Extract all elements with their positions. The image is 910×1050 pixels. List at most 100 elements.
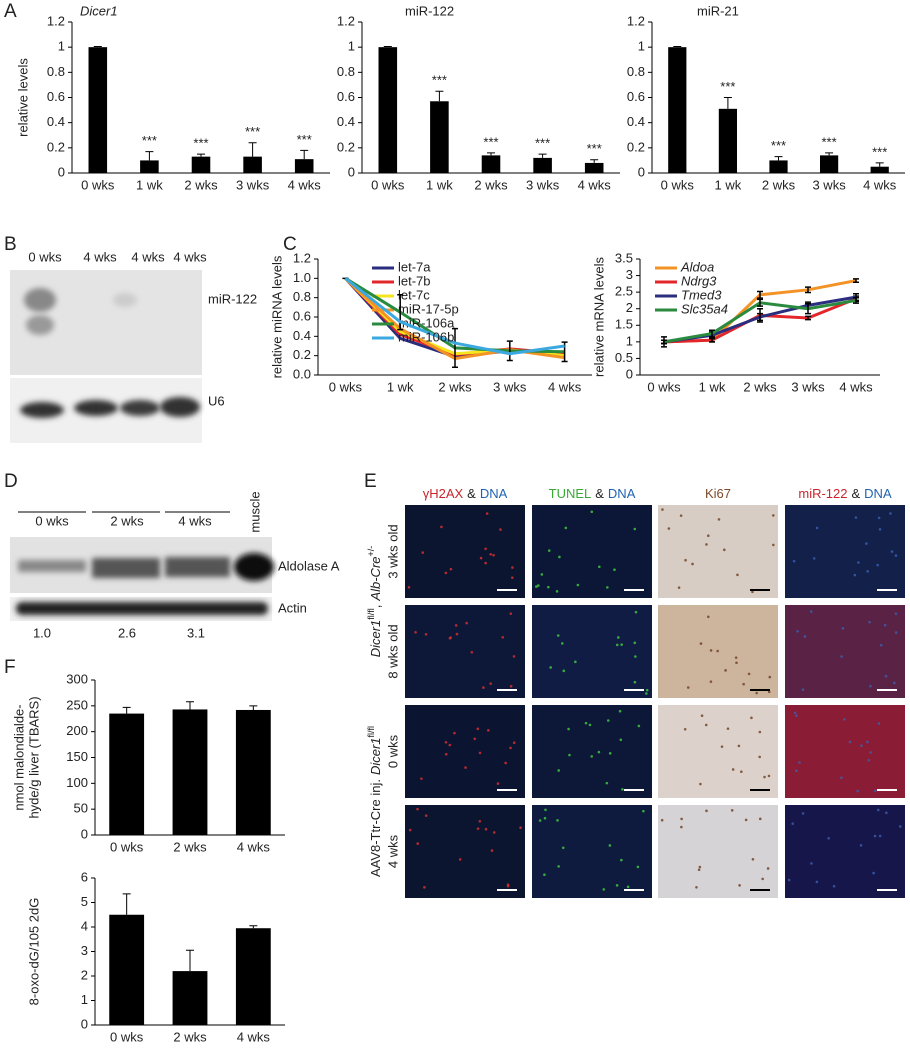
error-bar [300, 149, 309, 160]
cell-speck [859, 844, 863, 847]
column-header: miR-122 & DNA [798, 486, 892, 501]
cell-speck [854, 516, 858, 519]
cell-speck [535, 585, 538, 588]
cell-speck [758, 730, 762, 734]
label-part: , [368, 605, 383, 609]
x-tick-label: 2 wks [438, 379, 472, 394]
cell-speck [453, 731, 456, 735]
cell-speck [758, 817, 762, 821]
error-bar [435, 90, 444, 102]
x-tick-label: 3 wks [791, 379, 825, 394]
cell-speck [680, 825, 683, 829]
y-tick-label: 0.4 [627, 114, 645, 129]
chart-title: miR-122 [405, 3, 454, 18]
cell-speck [556, 634, 560, 637]
legend-label: Slc35a4 [681, 301, 728, 316]
cell-speck [735, 661, 738, 665]
cell-speck [661, 508, 664, 511]
cell-speck [511, 566, 514, 569]
cell-speck [705, 543, 708, 546]
cell-speck [454, 624, 458, 627]
cell-speck [699, 642, 703, 645]
error-bar [805, 286, 811, 294]
x-tick-label: 4 wks [578, 177, 612, 192]
error-bar [805, 302, 811, 315]
cell-speck [567, 727, 570, 731]
micrograph [658, 805, 778, 898]
blot-band [120, 400, 160, 416]
legend-label: let-7b [398, 273, 431, 288]
western-blot: 0 wks 2 wks 4 wks muscle Aldolase A Acti… [10, 491, 340, 640]
cell-speck [562, 669, 566, 673]
legend-label: Aldoa [680, 259, 714, 274]
header-part: & [595, 486, 604, 501]
cell-speck [667, 527, 671, 530]
legend-label: let-7c [398, 287, 430, 302]
cell-speck [504, 761, 507, 765]
cell-speck [634, 610, 638, 614]
label-part: +/- [366, 546, 376, 557]
header-part: DNA [480, 486, 508, 501]
error-bar [723, 97, 732, 109]
y-tick-label: 1.2 [47, 13, 65, 28]
column-header: Ki67 [705, 486, 731, 501]
micrograph [785, 605, 905, 698]
cell-speck [709, 680, 713, 683]
cell-speck [840, 776, 843, 779]
cell-speck [726, 727, 730, 730]
cell-speck [519, 826, 522, 830]
y-axis-label: 8-oxo-dG/105 2dG [26, 898, 41, 1006]
error-bar [487, 152, 495, 156]
header-part: DNA [864, 486, 892, 501]
significance: *** [822, 134, 837, 149]
bar [481, 155, 501, 173]
cell-speck [512, 741, 516, 745]
cell-speck [709, 649, 713, 652]
cell-speck [677, 586, 681, 589]
header-part: TUNEL [549, 486, 592, 501]
cell-speck [558, 555, 561, 559]
blot-band [234, 553, 274, 581]
micrograph [658, 705, 778, 798]
cell-speck [767, 774, 771, 778]
x-tick-label: 0 wks [81, 177, 115, 192]
x-tick-label: 2 wks [184, 177, 218, 192]
cell-speck [476, 727, 480, 731]
y-tick-label: 3.5 [615, 250, 633, 265]
cell-speck [707, 615, 710, 619]
x-tick-label: 3 wks [236, 177, 270, 192]
cell-speck [853, 573, 857, 577]
error-bar [875, 162, 884, 167]
micrograph [785, 805, 905, 898]
x-tick-label: 0 wks [371, 177, 405, 192]
cell-speck [815, 880, 819, 884]
cell-speck [615, 884, 619, 887]
error-bar [248, 142, 257, 157]
x-tick-label: 4 wks [237, 1029, 271, 1044]
row-label: 4 wks [385, 834, 400, 868]
x-tick-label: 0 wks [110, 1029, 144, 1044]
cell-speck [747, 672, 751, 676]
y-tick-label: 0 [626, 366, 633, 381]
blot-band [92, 558, 160, 578]
micrograph [405, 705, 525, 798]
cell-speck [707, 534, 710, 538]
cell-speck [557, 769, 561, 772]
cell-speck [509, 684, 513, 688]
y-tick-label: 1 [58, 39, 65, 54]
error-bar [757, 312, 763, 322]
cell-speck [512, 655, 516, 658]
cell-speck [889, 512, 892, 515]
cell-speck [574, 660, 577, 664]
cell-speck [416, 842, 420, 845]
y-tick-label: 1.0 [293, 270, 311, 285]
x-tick-label: 1 wk [136, 177, 163, 192]
cell-speck [840, 655, 843, 658]
blot-band [24, 288, 56, 312]
cell-speck [448, 743, 452, 747]
cell-speck [543, 873, 546, 876]
micrograph [532, 605, 652, 698]
cell-speck [484, 827, 488, 831]
cell-speck [449, 567, 453, 571]
cell-speck [874, 789, 877, 793]
